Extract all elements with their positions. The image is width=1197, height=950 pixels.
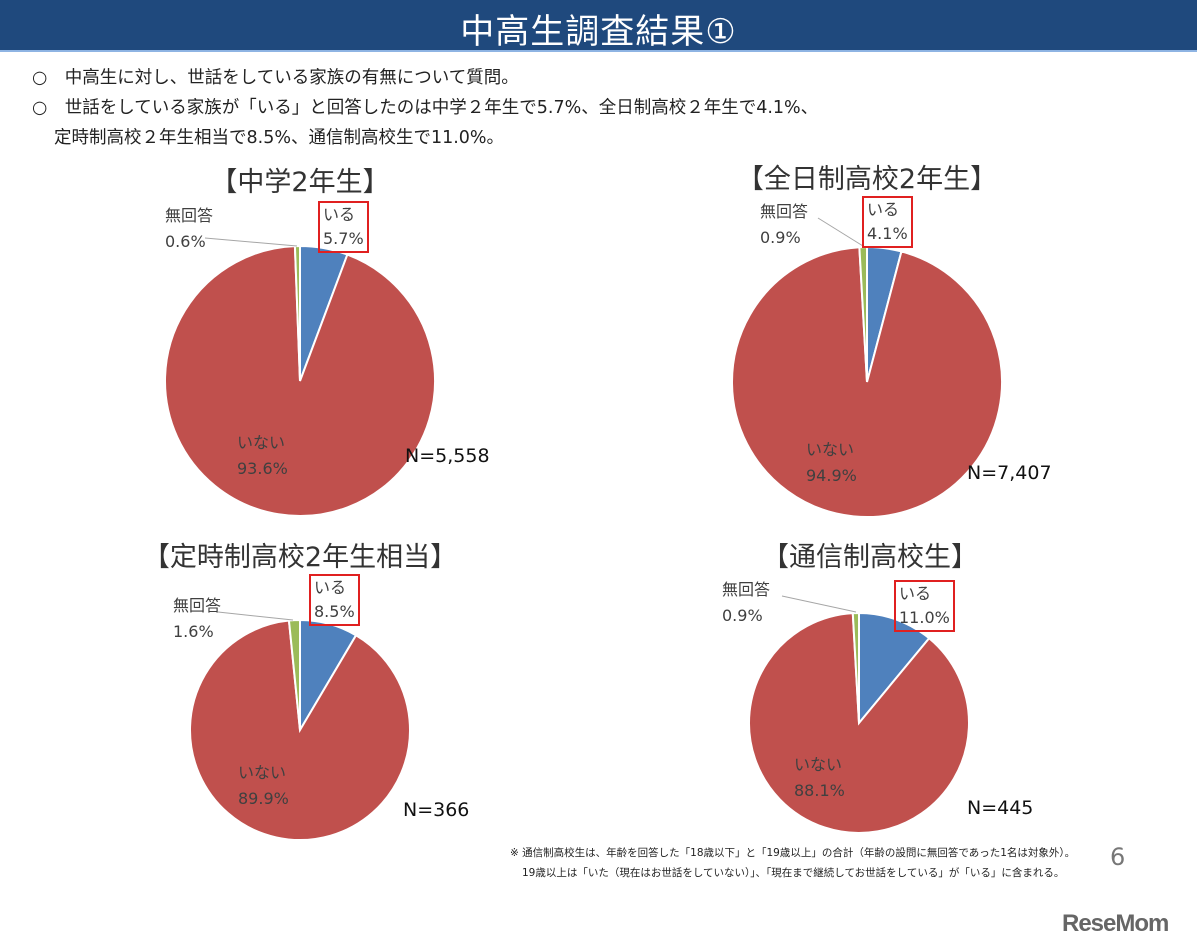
footnote-2: 19歳以上は「いた（現在はお世話をしていない）」、「現在まで継続してお世話をして… bbox=[522, 867, 1065, 879]
slice-label: いない bbox=[237, 433, 286, 452]
pie-slice-いない bbox=[189, 619, 411, 841]
chart-title: 【通信制高校生】 bbox=[762, 542, 978, 573]
slice-value: 88.1% bbox=[794, 781, 845, 800]
label-noanswer: 無回答 0.6% bbox=[165, 203, 213, 255]
label-inai: いない 89.9% bbox=[238, 760, 289, 812]
slice-label: 無回答 bbox=[760, 202, 809, 221]
label-iru: いる 11.0% bbox=[894, 580, 955, 632]
chart-title: 【全日制高校2年生】 bbox=[736, 164, 998, 195]
label-iru: いる 8.5% bbox=[309, 574, 360, 626]
sample-size: N=7,407 bbox=[967, 462, 1052, 484]
label-inai: いない 88.1% bbox=[794, 752, 845, 804]
slice-value: 94.9% bbox=[806, 466, 857, 485]
slice-value: 8.5% bbox=[314, 602, 355, 621]
resemom-logo: ReseMom bbox=[1062, 910, 1169, 937]
header-bar: 中高生調査結果① bbox=[0, 0, 1197, 52]
slice-value: 93.6% bbox=[237, 459, 288, 478]
leader-line bbox=[204, 237, 298, 247]
slice-value: 0.9% bbox=[722, 606, 763, 625]
pie-chart-4 bbox=[748, 611, 970, 834]
bullet-2-cont: 定時制高校２年生相当で8.5%、通信制高校生で11.0%。 bbox=[54, 128, 505, 148]
pie-slice-いない bbox=[748, 612, 970, 834]
leader-line bbox=[217, 611, 294, 621]
pie-chart-3 bbox=[189, 618, 411, 841]
page-number: 6 bbox=[1110, 843, 1126, 871]
slice-label: 無回答 bbox=[173, 596, 222, 615]
pie-slice-いない bbox=[731, 246, 1003, 518]
bullet-1: ○ 中高生に対し、世話をしている家族の有無について質問。 bbox=[32, 68, 519, 88]
slice-label: いる bbox=[323, 205, 356, 224]
slice-label: いる bbox=[867, 200, 900, 219]
slice-value: 5.7% bbox=[323, 229, 364, 248]
pie-chart-1 bbox=[164, 244, 436, 517]
slice-label: 無回答 bbox=[722, 580, 771, 599]
label-inai: いない 93.6% bbox=[237, 430, 288, 482]
slice-label: いる bbox=[899, 584, 932, 603]
slice-value: 0.6% bbox=[165, 232, 206, 251]
sample-size: N=5,558 bbox=[405, 445, 490, 467]
slice-value: 89.9% bbox=[238, 789, 289, 808]
pie-slice-いない bbox=[164, 245, 436, 517]
label-noanswer: 無回答 1.6% bbox=[173, 593, 221, 645]
label-noanswer: 無回答 0.9% bbox=[722, 577, 770, 629]
slice-label: いない bbox=[794, 755, 843, 774]
slice-value: 0.9% bbox=[760, 228, 801, 247]
label-inai: いない 94.9% bbox=[806, 437, 857, 489]
slice-value: 1.6% bbox=[173, 622, 214, 641]
pie-chart-2 bbox=[731, 245, 1003, 518]
label-iru: いる 4.1% bbox=[862, 196, 913, 248]
chart-title: 【中学2年生】 bbox=[210, 167, 390, 198]
slice-value: 4.1% bbox=[867, 224, 908, 243]
sample-size: N=445 bbox=[967, 797, 1034, 819]
slice-value: 11.0% bbox=[899, 608, 950, 627]
bullet-2: ○ 世話をしている家族が「いる」と回答したのは中学２年生で5.7%、全日制高校２… bbox=[32, 98, 819, 118]
pie-slice-いる bbox=[858, 611, 931, 726]
leader-line bbox=[781, 595, 857, 613]
page-title: 中高生調査結果① bbox=[460, 12, 737, 52]
chart-title: 【定時制高校2年生相当】 bbox=[142, 542, 458, 573]
sample-size: N=366 bbox=[403, 799, 470, 821]
slice-label: いない bbox=[806, 440, 855, 459]
leader-line bbox=[817, 217, 864, 247]
slice-label: いる bbox=[314, 578, 347, 597]
label-iru: いる 5.7% bbox=[318, 201, 369, 253]
pie-slice-無回答 bbox=[851, 611, 860, 724]
footnote-1: ※ 通信制高校生は、年齢を回答した「18歳以下」と「19歳以上」の合計（年齢の設… bbox=[510, 847, 1076, 859]
label-noanswer: 無回答 0.9% bbox=[760, 199, 808, 251]
pie-slice-無回答 bbox=[287, 618, 301, 731]
slice-label: いない bbox=[238, 763, 287, 782]
slice-label: 無回答 bbox=[165, 206, 214, 225]
